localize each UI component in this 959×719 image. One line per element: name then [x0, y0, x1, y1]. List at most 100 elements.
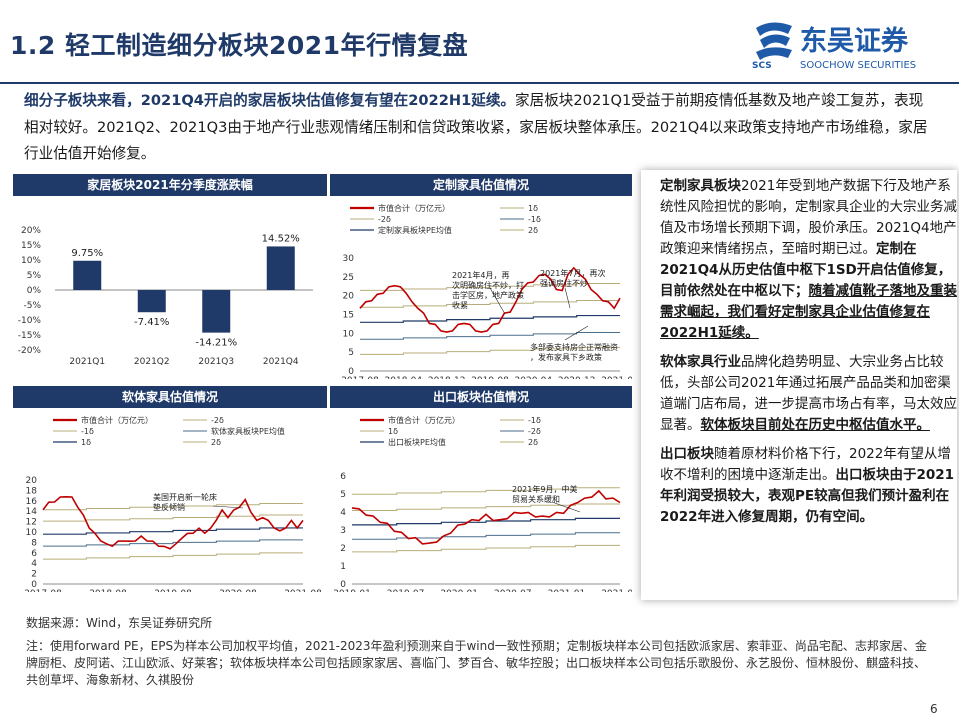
band-line-mean	[43, 527, 303, 535]
legend-label: 1δ	[81, 438, 91, 447]
bar-y-tick: 5%	[27, 271, 42, 281]
custom-furniture-panel: 定制家具估值情况 市值合计（万亿元） 1δ -2δ -1δ 定制家具板块PE均值 2δ 0 5…	[330, 174, 639, 386]
soft-furniture-panel: 软体家具估值情况 市值合计（万亿元） -2δ -1δ 软体家具板块PE均值 1δ 2δ 0 2…	[13, 386, 327, 599]
band-line-mean	[352, 517, 620, 526]
bar-y-tick: 20%	[21, 226, 41, 236]
legend-label: -2δ	[378, 215, 391, 224]
legend-label: -1δ	[528, 215, 541, 224]
y-tick: 0	[340, 580, 346, 590]
y-tick: 10	[343, 329, 355, 339]
y-tick: 4	[340, 508, 346, 518]
bar-y-tick: -15%	[18, 331, 42, 341]
legend-label: -1δ	[528, 416, 541, 425]
annotation-pointer	[564, 325, 589, 341]
y-tick: 1	[340, 562, 346, 572]
x-tick: 2021-08	[284, 589, 322, 592]
x-tick: 2021-07	[601, 589, 632, 592]
y-tick: 20	[343, 292, 355, 302]
soft-commentary: 软体家具行业品牌化趋势明显、大宗业务占比较低，头部公司2021年通过拓展产品品类…	[660, 352, 957, 436]
commentary-segment: 品牌化趋势明显、大宗业务占比较低，头部公司2021年通过拓展产品品类和加密渠道端…	[660, 354, 957, 433]
y-tick: 3	[340, 526, 346, 536]
custom-commentary: 定制家具板块2021年受到地产数据下行及地产系统性风险担忧的影响，定制家具企业的…	[660, 176, 957, 344]
legend-label: 2δ	[528, 226, 538, 235]
bar-value-label: 14.52%	[262, 233, 300, 244]
series-line	[359, 266, 621, 333]
y-tick: 20	[26, 476, 38, 486]
commentary-segment: 2021年受到地产数据下行及地产系统性风险担忧的影响，定制家具企业的大宗业务减值…	[660, 178, 957, 257]
legend-label: 2δ	[528, 438, 538, 447]
legend-label: 市值合计（万亿元）	[378, 203, 450, 213]
band-line-plus2	[352, 487, 620, 495]
band-line-plus2	[43, 503, 303, 511]
y-tick: 6	[31, 549, 37, 559]
bar	[73, 260, 102, 290]
commentary-segment: 定制家具板块	[660, 178, 741, 194]
legend-label: 1δ	[388, 427, 398, 436]
export-commentary: 出口板块随着原材料价格下行，2022年有望从增收不增利的困境中逐渐走出。出口板块…	[660, 444, 957, 528]
custom-chart-title: 定制家具估值情况	[330, 174, 632, 196]
chart-annotation: 多部委支持房企正常融资，发布家具下乡政策	[530, 342, 618, 362]
commentary-segment: 随着原材料价格下行，2022年有望从增收不增利的困境中逐渐走出。	[660, 446, 951, 483]
bar-value-label: -14.21%	[195, 338, 237, 349]
y-tick: 5	[340, 490, 346, 500]
commentary-segment: 软体家具行业	[660, 354, 741, 370]
intro-paragraph: 细分子板块来看，2021Q4开启的家居板块估值修复有望在2022H1延续。家居板…	[24, 92, 928, 162]
band-line-minus1	[352, 532, 620, 540]
chart-annotation: 2021年9月，中美贸易关系缓和	[512, 484, 577, 504]
legend-label: 定制家具板块PE均值	[378, 225, 452, 235]
bar-y-tick: -5%	[23, 301, 41, 311]
y-tick: 5	[348, 348, 354, 358]
y-tick: 16	[26, 497, 38, 507]
band-line-minus1	[43, 539, 303, 547]
series-line	[42, 495, 304, 550]
chart-annotation: 2021年4月，再次明确房住不炒，打击学区房，地产政策收紧	[452, 270, 524, 310]
bar-chart: 20% 15% 10% 5% 0% -5% -10% -15% -20% 9.75% 2021Q1 -…	[18, 226, 313, 367]
y-tick: 2	[340, 544, 346, 554]
x-tick: 2019-01	[333, 589, 371, 592]
x-tick: 2018-12	[428, 376, 466, 379]
bar-value-label: -7.41%	[134, 317, 169, 328]
band-line-mean	[360, 314, 620, 323]
commentary-segment: 软体板块目前处在历史中枢估值水平。	[700, 417, 931, 433]
bar	[202, 290, 231, 333]
y-tick: 18	[26, 486, 38, 496]
x-tick: 2020-12	[558, 376, 596, 379]
band-line-minus2	[360, 347, 620, 355]
band-line-minus2	[352, 544, 620, 553]
bar	[266, 246, 295, 290]
x-tick: 2018-04	[385, 376, 423, 379]
export-chart-title: 出口板块估值情况	[330, 386, 632, 408]
x-tick: 2020-01	[440, 589, 478, 592]
series-line	[351, 489, 621, 545]
annotation-pointer	[564, 287, 571, 309]
bar-y-tick: 10%	[21, 256, 41, 266]
legend-label: 软体家具板块PE均值	[211, 426, 285, 436]
legend-label: 1δ	[528, 204, 538, 213]
custom-valuation-chart: 市值合计（万亿元） 1δ -2δ -1δ 定制家具板块PE均值 2δ 0 5 10 15 20 25 3…	[341, 203, 639, 386]
bar-chart-title: 家居板块2021年分季度涨跌幅	[13, 174, 327, 196]
brand-logo: 东吴证券 SCS SOOCHOW SECURITIES	[752, 18, 952, 71]
bar-category-label: 2021Q1	[69, 357, 105, 367]
bar-category-label: 2021Q4	[263, 357, 299, 367]
data-source: 数据来源：Wind，东吴证券研究所	[26, 616, 213, 630]
commentary-segment: 随着减值靴子落地及重装需求崛起，我们看好定制家具企业估值修复在2022H1延续。	[660, 283, 957, 341]
chart-annotation: 美国开启新一轮床垫反倾销	[153, 492, 217, 512]
legend-label: -2δ	[211, 416, 224, 425]
x-tick: 2020-07	[494, 589, 532, 592]
y-tick: 10	[26, 528, 38, 538]
x-tick: 2020-08	[219, 589, 257, 592]
commentary-segment: 出口板块由于2021年利润受损较大，表观PE较高但我们预计盈利在2022年进入修…	[660, 467, 955, 525]
annotation-pointer	[551, 501, 581, 513]
soft-valuation-chart: 市值合计（万亿元） -2δ -1δ 软体家具板块PE均值 1δ 2δ 02468101214…	[24, 415, 322, 599]
brand-name-en: SOOCHOW SECURITIES	[800, 60, 916, 70]
band-line-plus1	[360, 299, 620, 308]
y-tick: 4	[31, 559, 37, 569]
x-tick: 2021-08	[601, 376, 632, 379]
y-tick: 30	[343, 254, 355, 264]
soft-chart-title: 软体家具估值情况	[13, 386, 327, 408]
legend-label: 市值合计（万亿元）	[388, 415, 460, 425]
commentary-segment: 出口板块	[660, 446, 714, 462]
x-tick: 2019-08	[154, 589, 192, 592]
annotation-pointer	[489, 287, 506, 315]
x-tick: 2018-08	[89, 589, 127, 592]
